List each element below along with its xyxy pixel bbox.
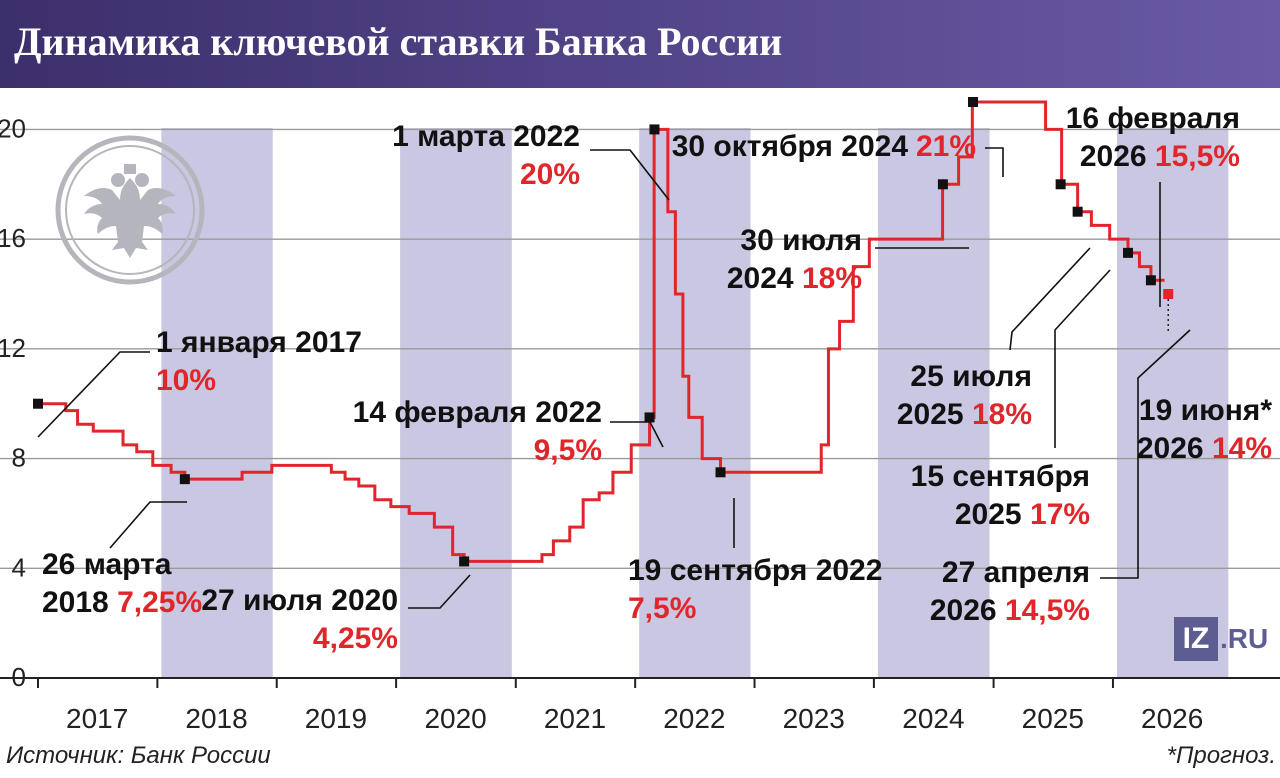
annotation-leader <box>1100 329 1191 579</box>
annotation-leader <box>37 351 150 438</box>
annotation-value: 7,25% <box>117 586 202 619</box>
forecast-note: *Прогноз. <box>1166 742 1276 769</box>
data-point-marker <box>459 556 470 567</box>
annotation-date: 25 июля <box>910 360 1032 393</box>
data-point-marker <box>33 398 43 409</box>
data-point-marker <box>1163 289 1174 299</box>
logo-mark: IZ <box>1174 617 1218 661</box>
rate-series-line <box>38 100 1165 563</box>
y-tick-label: 16 <box>0 223 26 253</box>
annotation-leader <box>1009 247 1091 351</box>
data-point-marker <box>1072 206 1083 217</box>
x-tick-label: 2023 <box>783 703 845 734</box>
annotation-value: 14,5% <box>1005 594 1090 627</box>
data-point-marker <box>1055 179 1066 190</box>
double-headed-eagle-icon <box>55 135 205 285</box>
annotation-date-line2: 2024 18% <box>727 262 862 295</box>
header-bar: Динамика ключевой ставки Банка России <box>0 0 1280 88</box>
annotation-date-line2: 2025 17% <box>955 498 1090 531</box>
annotation-date-line2: 2018 7,25% <box>42 586 202 619</box>
data-point-marker <box>179 474 190 485</box>
annotation-leader <box>590 149 670 201</box>
annotation-date: 15 сентября <box>911 460 1090 493</box>
annotation-date-line2: 2026 14,5% <box>930 594 1090 627</box>
y-tick-label: 20 <box>0 113 26 143</box>
annotation-date: 30 июля <box>740 224 862 257</box>
annotation-leader <box>109 501 187 549</box>
data-point-marker <box>715 467 726 478</box>
year-band <box>1116 128 1229 678</box>
annotation-value: 15,5% <box>1155 140 1240 173</box>
data-point-marker <box>967 97 978 107</box>
x-tick-label: 2021 <box>544 703 606 734</box>
annotation-leader <box>1054 269 1111 448</box>
logo-domain: .RU <box>1220 623 1269 654</box>
x-tick-label: 2019 <box>305 703 367 734</box>
x-tick-label: 2025 <box>1022 703 1084 734</box>
annotation-value: 10% <box>156 364 216 397</box>
x-tick-label: 2022 <box>663 703 725 734</box>
annotation-value: 21% <box>916 130 976 163</box>
annotation-value: 20% <box>520 158 580 191</box>
year-band <box>639 128 751 678</box>
annotation-value: 7,5% <box>628 592 696 625</box>
annotation-date: 19 июня* <box>1139 394 1272 427</box>
x-tick-label: 2017 <box>66 703 128 734</box>
data-point-marker <box>1123 247 1134 258</box>
annotation-value: 18% <box>802 262 862 295</box>
y-tick-label: 4 <box>12 552 26 582</box>
data-point-marker <box>1145 275 1156 286</box>
year-band <box>877 128 990 678</box>
y-tick-label: 8 <box>12 443 26 473</box>
year-band <box>400 128 512 678</box>
annotation-date: 1 января 2017 <box>156 326 362 359</box>
annotation-value: 17% <box>1030 498 1090 531</box>
data-point-marker <box>644 412 655 423</box>
annotation-value: 4,25% <box>313 622 398 655</box>
annotation-date: 30 октября 2024 <box>672 130 909 163</box>
year-band <box>161 128 273 678</box>
y-tick-label: 0 <box>12 662 26 692</box>
y-tick-label: 12 <box>0 333 26 363</box>
annotation-date: 19 сентября 2022 <box>628 554 882 587</box>
x-tick-label: 2026 <box>1141 703 1203 734</box>
annotation-value: 14% <box>1212 432 1272 465</box>
annotation-value: 9,5% <box>534 434 602 467</box>
chart-title: Динамика ключевой ставки Банка России <box>14 19 783 64</box>
annotation-leader <box>408 574 471 609</box>
x-tick-label: 2020 <box>424 703 486 734</box>
annotation-date-line2: 2026 14% <box>1137 432 1272 465</box>
annotation-leader <box>985 147 1004 177</box>
annotation-date-line2: 2025 18% <box>897 398 1032 431</box>
x-tick-label: 2018 <box>185 703 247 734</box>
annotation-date: 27 июля 2020 <box>201 584 398 617</box>
iz-ru-logo: IZ .RU <box>1174 617 1272 661</box>
annotation-date: 1 марта 2022 <box>392 120 580 153</box>
annotation-date: 16 февраля <box>1066 102 1240 135</box>
x-tick-label: 2024 <box>902 703 964 734</box>
annotation-value: 18% <box>972 398 1032 431</box>
data-point-marker <box>937 179 948 190</box>
source-note: Источник: Банк России <box>6 742 271 769</box>
annotation-date: 26 марта <box>42 548 172 581</box>
annotation-date: 14 февраля 2022 <box>353 396 602 429</box>
data-point-marker <box>649 124 660 135</box>
annotation-date-line2: 2026 15,5% <box>1080 140 1240 173</box>
annotation-date: 27 апреля <box>942 556 1090 589</box>
